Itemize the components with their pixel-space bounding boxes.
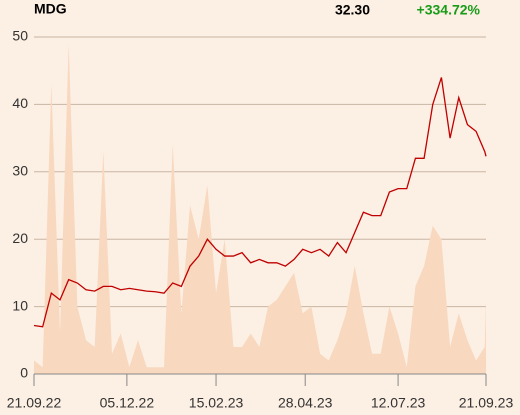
y-tick-label: 0	[20, 365, 28, 381]
x-tick-label: 15.02.23	[189, 395, 244, 411]
volume-area	[34, 43, 486, 375]
x-tick-label: 12.07.23	[371, 395, 426, 411]
price: 32.30	[335, 2, 370, 18]
x-tick-label: 21.09.22	[7, 395, 62, 411]
ticker: MDG	[34, 1, 67, 17]
x-tick-label: 21.09.23	[459, 395, 514, 411]
price-line	[33, 77, 487, 328]
x-tick-label: 05.12.22	[100, 395, 155, 411]
change: +334.72%	[417, 2, 481, 18]
y-tick-label: 30	[12, 163, 28, 179]
y-tick-label: 20	[12, 230, 28, 246]
y-tick-label: 40	[12, 95, 28, 111]
y-tick-label: 50	[12, 28, 28, 44]
y-tick-label: 10	[12, 297, 28, 313]
x-tick-label: 28.04.23	[278, 395, 333, 411]
